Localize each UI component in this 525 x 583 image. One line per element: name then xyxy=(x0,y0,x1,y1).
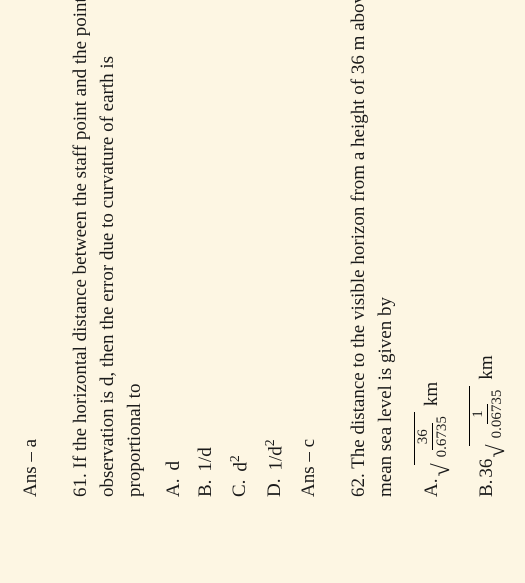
option-value: d2 xyxy=(227,455,252,471)
q61-text: 61. If the horizontal distance between t… xyxy=(68,0,149,497)
option-value: d xyxy=(163,461,185,471)
denominator: 0.06735 xyxy=(488,386,506,443)
option-label: C. xyxy=(229,480,251,497)
q62-text: 62. The distance to the visible horizon … xyxy=(346,0,400,497)
sqrt-expression: √ 1 0.06735 xyxy=(469,386,506,458)
q62-body: The distance to the visible horizon from… xyxy=(348,0,396,497)
q62-block: 62. The distance to the visible horizon … xyxy=(346,0,506,497)
answer-previous: Ans – a xyxy=(20,0,42,497)
option-label: B. xyxy=(476,480,498,497)
sqrt-icon: √ xyxy=(485,444,509,457)
q61-option-a: A. d xyxy=(163,0,185,497)
q62-option-b: B. 36 √ 1 0.06735 km xyxy=(469,0,506,497)
coefficient: 36 xyxy=(476,459,498,478)
option-label: A. xyxy=(163,479,185,497)
option-label: D. xyxy=(264,479,286,497)
q61-option-b: B. 1/d xyxy=(195,0,217,497)
option-value: 1/d2 xyxy=(262,439,287,470)
option-value: 1/d xyxy=(195,447,217,471)
q62-option-a: A. √ 36 0.6735 km xyxy=(414,0,451,497)
q61-answer: Ans – c xyxy=(298,0,320,497)
option-label: B. xyxy=(195,480,217,497)
q62-number: 62. xyxy=(348,473,369,497)
fraction: 1 0.06735 xyxy=(470,386,506,443)
unit: km xyxy=(476,355,498,379)
unit: km xyxy=(421,382,443,406)
option-label: A. xyxy=(421,479,443,497)
q61-body: If the horizontal distance between the s… xyxy=(70,0,145,497)
q61-option-c: C. d2 xyxy=(227,0,252,497)
fraction: 36 0.6735 xyxy=(415,412,451,461)
sqrt-icon: √ xyxy=(430,463,454,476)
sqrt-expression: √ 36 0.6735 xyxy=(414,412,451,476)
numerator: 36 xyxy=(415,423,434,450)
q61-number: 61. xyxy=(70,473,91,497)
q61-option-d: D. 1/d2 xyxy=(262,0,287,497)
denominator: 0.6735 xyxy=(433,412,451,461)
document-page: Ans – a 61. If the horizontal distance b… xyxy=(0,0,525,525)
numerator: 1 xyxy=(470,404,489,424)
